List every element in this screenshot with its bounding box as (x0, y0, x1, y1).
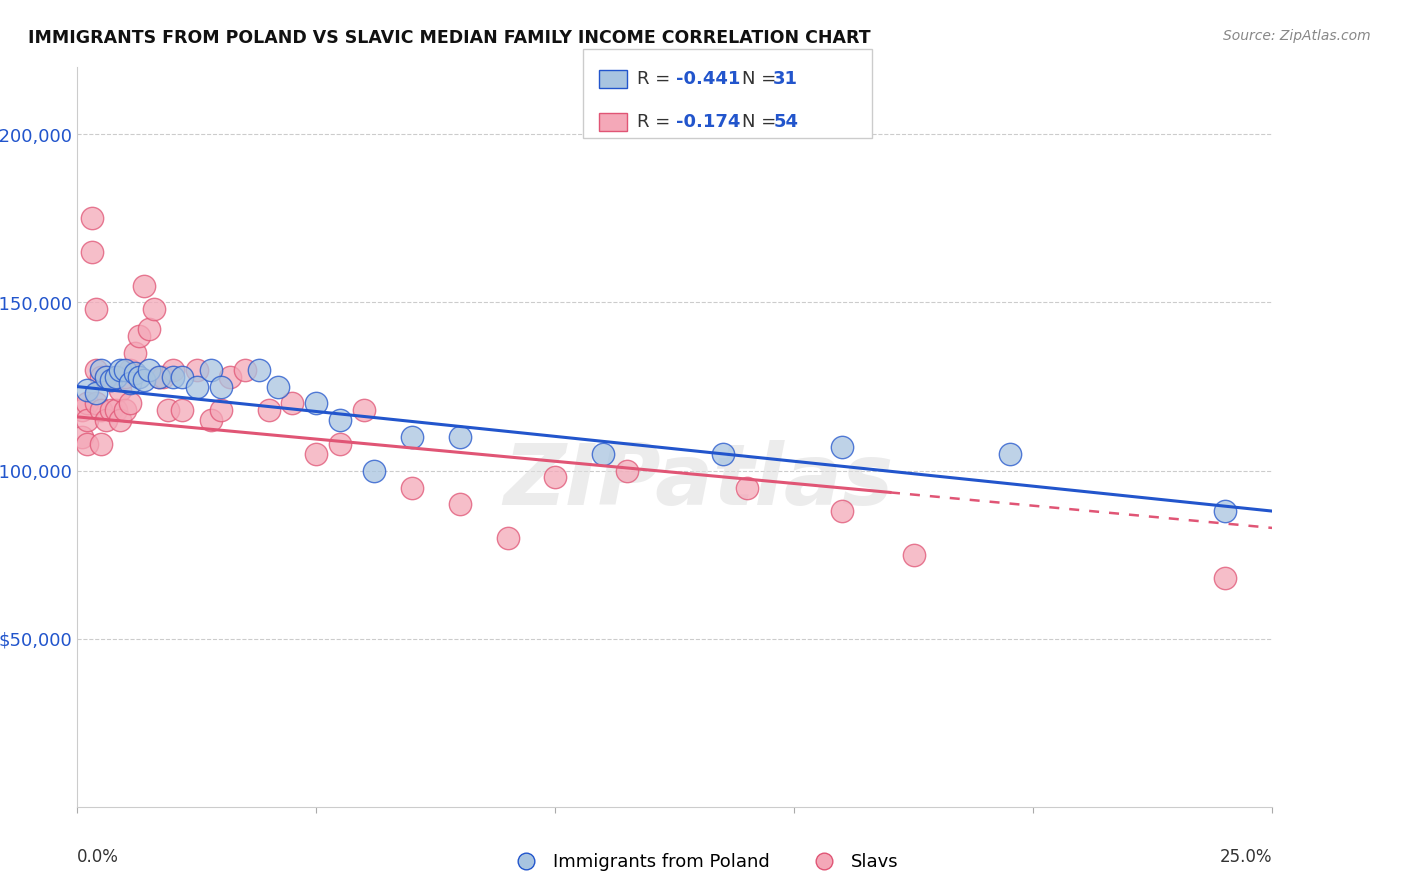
Point (305, 447, 328, 461)
Point (200, 413, 222, 427)
Point (104, 403, 127, 417)
Point (76, 396, 98, 410)
Text: ZIPatlas: ZIPatlas (503, 440, 894, 523)
Point (157, 403, 180, 417)
Point (281, 396, 304, 410)
Text: R =: R = (637, 113, 676, 131)
Point (80, 211, 103, 226)
Point (329, 413, 352, 427)
Point (152, 369, 174, 384)
Point (544, 470, 567, 484)
Point (200, 363, 222, 377)
Point (70, 430, 93, 444)
Point (90, 403, 112, 417)
Text: Source: ZipAtlas.com: Source: ZipAtlas.com (1223, 29, 1371, 43)
Point (76, 437, 98, 451)
Point (114, 363, 136, 377)
Point (70, 403, 93, 417)
Point (186, 363, 208, 377)
Point (138, 363, 160, 377)
Point (496, 531, 519, 545)
Point (104, 369, 127, 384)
Point (209, 403, 232, 417)
Point (100, 373, 122, 387)
Point (267, 379, 290, 393)
Point (94, 413, 117, 427)
Point (162, 363, 184, 377)
Point (363, 464, 385, 478)
Point (76, 413, 98, 427)
Text: 0.0%: 0.0% (77, 848, 120, 866)
Point (76, 383, 98, 397)
Text: 31: 31 (773, 70, 799, 88)
Point (90, 437, 112, 451)
Point (118, 363, 141, 377)
Text: 25.0%: 25.0% (1220, 848, 1272, 866)
Point (104, 369, 127, 384)
Text: N =: N = (742, 70, 782, 88)
Point (305, 396, 328, 410)
Point (172, 369, 194, 384)
Text: -0.174: -0.174 (676, 113, 741, 131)
Point (903, 548, 925, 562)
Point (142, 302, 165, 317)
Point (735, 481, 758, 495)
Point (138, 322, 160, 336)
Text: -0.441: -0.441 (676, 70, 741, 88)
Point (94, 369, 117, 384)
Point (134, 373, 156, 387)
Point (1213, 504, 1236, 518)
Point (128, 329, 150, 343)
Point (329, 437, 352, 451)
Point (124, 346, 146, 360)
Point (110, 383, 132, 397)
Point (134, 278, 156, 293)
Point (114, 369, 136, 384)
Point (711, 447, 734, 461)
Point (209, 379, 232, 393)
Point (148, 369, 170, 384)
Point (616, 464, 638, 478)
Point (118, 396, 141, 410)
Point (118, 376, 141, 391)
Point (86, 386, 108, 401)
Point (162, 369, 184, 384)
Point (247, 363, 270, 377)
Text: 54: 54 (773, 113, 799, 131)
Point (449, 497, 471, 511)
Point (90, 369, 112, 384)
Point (114, 403, 136, 417)
Point (94, 369, 117, 384)
Text: N =: N = (742, 113, 782, 131)
Point (90, 363, 112, 377)
Point (401, 430, 423, 444)
Point (219, 369, 242, 384)
Point (86, 363, 108, 377)
Text: IMMIGRANTS FROM POLAND VS SLAVIC MEDIAN FAMILY INCOME CORRELATION CHART: IMMIGRANTS FROM POLAND VS SLAVIC MEDIAN … (28, 29, 870, 46)
Point (353, 403, 375, 417)
Point (80, 244, 103, 259)
Point (998, 447, 1021, 461)
Point (831, 440, 853, 454)
Point (110, 363, 132, 377)
Point (148, 369, 170, 384)
Point (100, 403, 122, 417)
Point (257, 403, 280, 417)
Point (172, 403, 194, 417)
Point (233, 363, 256, 377)
Point (186, 379, 208, 393)
Point (100, 373, 122, 387)
Text: R =: R = (637, 70, 676, 88)
Point (449, 430, 471, 444)
Legend: Immigrants from Poland, Slavs: Immigrants from Poland, Slavs (501, 847, 905, 879)
Point (592, 447, 614, 461)
Point (1213, 571, 1236, 585)
Point (831, 504, 853, 518)
Point (124, 366, 146, 380)
Point (86, 396, 108, 410)
Point (128, 369, 150, 384)
Point (86, 302, 108, 317)
Point (401, 481, 423, 495)
Point (110, 413, 132, 427)
